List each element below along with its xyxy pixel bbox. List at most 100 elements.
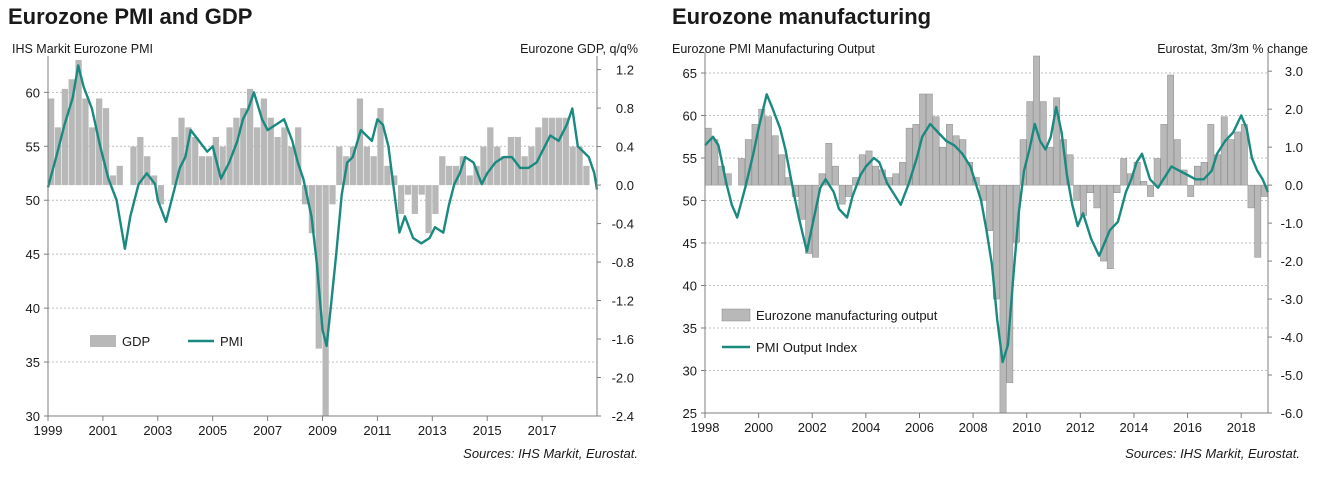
x-tick-label: 2000 — [744, 420, 773, 435]
bar — [1080, 184, 1087, 216]
x-tick-label: 2015 — [473, 423, 502, 438]
bar — [301, 185, 309, 205]
bar — [425, 185, 432, 234]
chart-title: Eurozone manufacturing — [672, 4, 932, 29]
bar — [925, 93, 933, 186]
bar — [219, 146, 226, 186]
right-tick-label: -2.0 — [1281, 254, 1303, 269]
left-tick-label: 30 — [683, 364, 697, 379]
bar — [1147, 184, 1154, 197]
left-tick-label: 55 — [26, 139, 40, 154]
left-tick-label: 45 — [683, 236, 697, 251]
left-axis-label: Eurozone PMI Manufacturing Output — [672, 42, 875, 56]
bar — [514, 136, 521, 186]
left-tick-label: 60 — [683, 109, 697, 124]
bar — [144, 156, 151, 186]
bar — [226, 127, 233, 186]
bar — [185, 127, 192, 186]
right-tick-label: 0.0 — [1285, 178, 1303, 193]
bar — [363, 146, 370, 186]
bar — [1167, 74, 1175, 186]
bar — [778, 154, 786, 186]
bar — [68, 79, 75, 186]
bar — [1254, 184, 1262, 258]
bar — [356, 98, 364, 186]
left-tick-label: 35 — [683, 321, 697, 336]
bar — [872, 165, 880, 186]
bar — [711, 139, 719, 186]
bar — [240, 108, 247, 186]
bar — [329, 185, 336, 205]
right-tick-label: -1.6 — [612, 332, 634, 347]
legend-label: PMI Output Index — [756, 340, 858, 355]
right-tick-label: -0.4 — [612, 217, 634, 232]
bar — [1173, 139, 1181, 186]
x-tick-label: 1998 — [691, 420, 720, 435]
bar — [432, 185, 439, 214]
x-tick-label: 2014 — [1119, 420, 1148, 435]
bar — [932, 116, 940, 186]
left-tick-label: 45 — [26, 247, 40, 262]
right-tick-label: 0.0 — [616, 178, 634, 193]
left-tick-label: 40 — [683, 279, 697, 294]
right-tick-label: -2.0 — [612, 371, 634, 386]
bar — [1180, 169, 1188, 186]
bar — [832, 165, 839, 186]
left-tick-label: 35 — [26, 355, 40, 370]
bar — [157, 185, 165, 205]
bar — [130, 146, 137, 186]
chart-pmi-gdp: 30 35 40 45 50 55 60 -2.4 -2.0 -1.6 -1.2 -0.8 -0.4 0.… — [26, 56, 634, 438]
bar — [404, 185, 412, 195]
bar — [939, 146, 947, 186]
x-tick-label: 1999 — [34, 423, 63, 438]
bar — [500, 156, 508, 186]
bar — [798, 184, 806, 220]
right-tick-label: 0.8 — [616, 101, 634, 116]
bar — [899, 162, 906, 186]
bar — [54, 127, 62, 186]
panel-manufacturing: Eurozone manufacturing Eurozone PMI Manu… — [668, 0, 1336, 488]
bar — [247, 88, 254, 186]
bar — [771, 135, 779, 186]
x-tick-label: 2018 — [1227, 420, 1256, 435]
right-tick-label: -4.0 — [1281, 330, 1303, 345]
x-tick-label: 2010 — [1012, 420, 1041, 435]
right-tick-label: 1.2 — [616, 63, 634, 78]
bar — [1160, 124, 1168, 186]
x-tick-label: 2011 — [363, 423, 391, 438]
bar — [452, 165, 460, 186]
bar — [322, 185, 329, 416]
bar — [1227, 139, 1235, 186]
x-tick-label: 2007 — [253, 423, 282, 438]
x-tick-label: 2017 — [528, 423, 557, 438]
right-tick-label: 0.4 — [616, 140, 634, 155]
bar — [308, 185, 316, 234]
bar — [1247, 184, 1255, 209]
bar — [535, 127, 542, 186]
x-tick-label: 2001 — [88, 423, 117, 438]
legend-swatch-bars — [721, 308, 751, 322]
bar — [494, 146, 501, 186]
bar — [384, 165, 391, 186]
bar — [473, 165, 480, 186]
bar — [411, 185, 418, 214]
right-axis-label: Eurostat, 3m/3m % change — [1157, 42, 1308, 56]
right-tick-label: -2.4 — [612, 409, 634, 424]
bar — [1153, 158, 1161, 186]
bar — [171, 136, 178, 186]
bar — [377, 108, 384, 186]
bar — [295, 127, 302, 186]
bar — [487, 127, 494, 186]
bar — [397, 185, 405, 214]
left-tick-label: 50 — [26, 193, 40, 208]
bar — [315, 185, 322, 349]
x-tick-label: 2004 — [851, 420, 880, 435]
bar — [999, 184, 1007, 414]
bar — [1073, 184, 1081, 201]
bar — [507, 136, 515, 186]
bar — [1093, 184, 1101, 209]
bar — [845, 184, 853, 197]
bar — [418, 185, 425, 195]
chart-manufacturing: 25 30 35 40 45 50 55 60 65 -6.0 -5.0 -4.0 -3.0 -2.0 -1… — [683, 52, 1303, 435]
bar — [137, 136, 144, 186]
